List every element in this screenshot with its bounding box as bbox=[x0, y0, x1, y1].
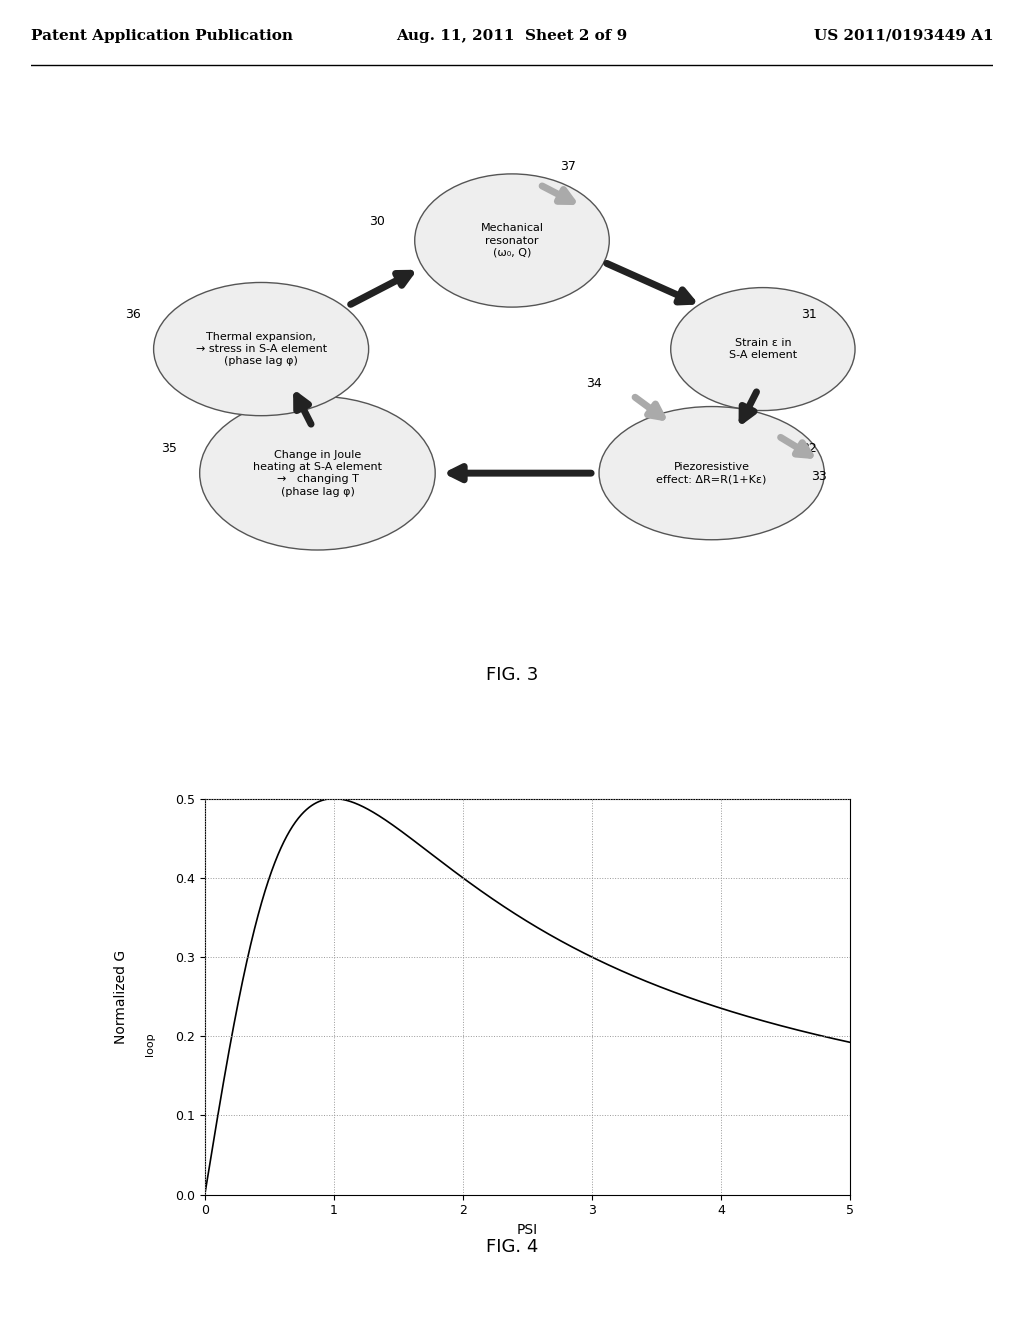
Text: FIG. 4: FIG. 4 bbox=[485, 1238, 539, 1257]
Text: 31: 31 bbox=[801, 309, 817, 322]
Ellipse shape bbox=[671, 288, 855, 411]
Ellipse shape bbox=[200, 396, 435, 550]
Text: 37: 37 bbox=[560, 160, 577, 173]
Text: 36: 36 bbox=[125, 309, 141, 322]
Text: 30: 30 bbox=[369, 215, 385, 228]
Text: loop: loop bbox=[145, 1032, 155, 1056]
Text: Strain ε in
S-A element: Strain ε in S-A element bbox=[729, 338, 797, 360]
Text: FIG. 3: FIG. 3 bbox=[485, 665, 539, 684]
X-axis label: PSI: PSI bbox=[517, 1222, 538, 1237]
Text: Normalized G: Normalized G bbox=[114, 949, 128, 1044]
Ellipse shape bbox=[415, 174, 609, 308]
Text: Thermal expansion,
→ stress in S-A element
(phase lag φ): Thermal expansion, → stress in S-A eleme… bbox=[196, 331, 327, 367]
Text: Patent Application Publication: Patent Application Publication bbox=[31, 29, 293, 42]
Text: Mechanical
resonator
(ω₀, Q): Mechanical resonator (ω₀, Q) bbox=[480, 223, 544, 257]
Text: 34: 34 bbox=[586, 376, 602, 389]
Text: Piezoresistive
effect: ΔR=R(1+Kε): Piezoresistive effect: ΔR=R(1+Kε) bbox=[656, 462, 767, 484]
Text: Change in Joule
heating at S-A element
→   changing T
(phase lag φ): Change in Joule heating at S-A element →… bbox=[253, 450, 382, 496]
Ellipse shape bbox=[599, 407, 824, 540]
Ellipse shape bbox=[154, 282, 369, 416]
Text: US 2011/0193449 A1: US 2011/0193449 A1 bbox=[814, 29, 993, 42]
Text: 33: 33 bbox=[811, 470, 827, 483]
Text: 32: 32 bbox=[801, 442, 817, 455]
Text: Aug. 11, 2011  Sheet 2 of 9: Aug. 11, 2011 Sheet 2 of 9 bbox=[396, 29, 628, 42]
Text: 35: 35 bbox=[161, 442, 177, 455]
